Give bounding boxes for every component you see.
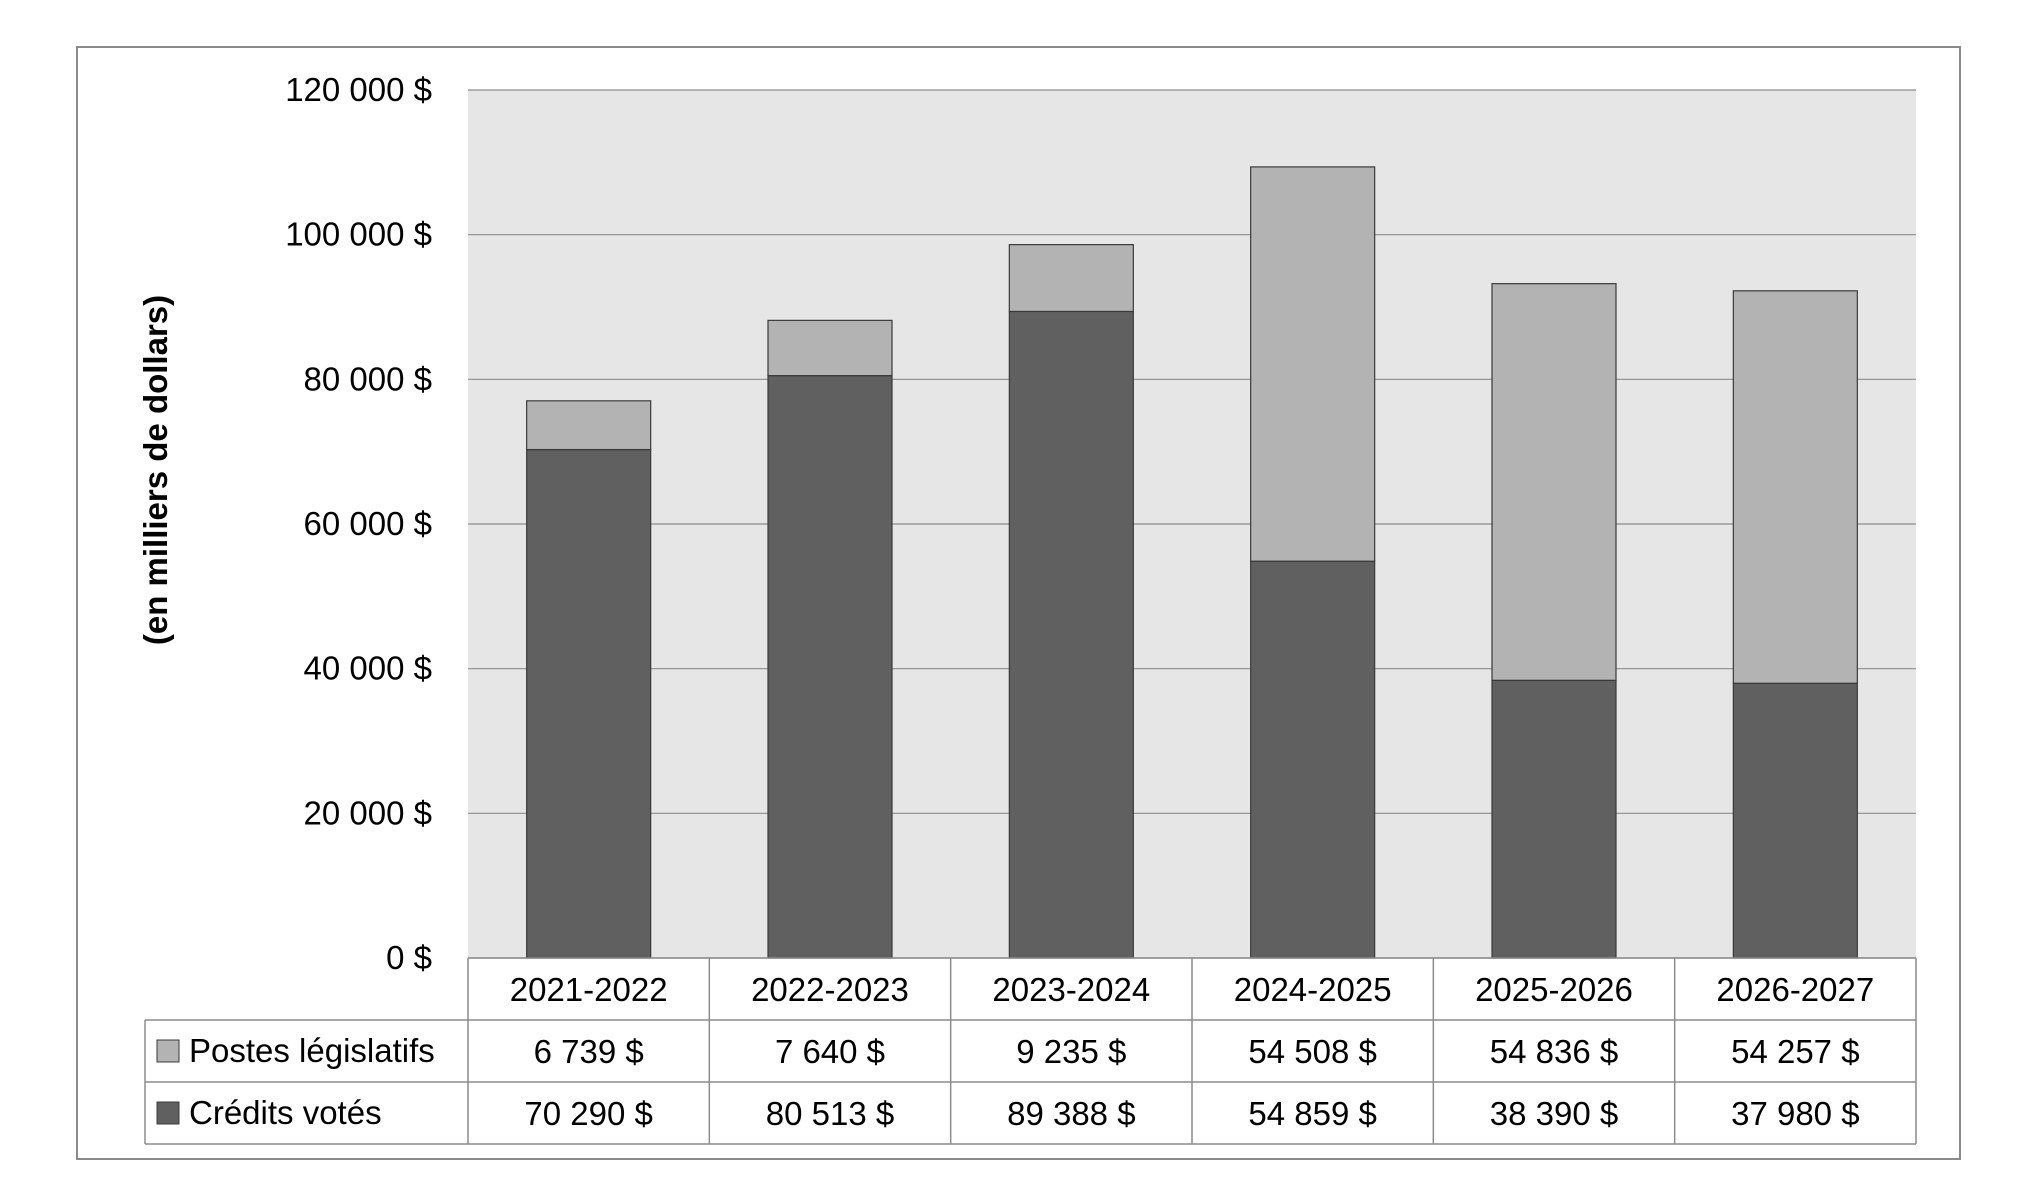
data-label: 89 388 $ [1007, 1095, 1135, 1132]
x-tick-label: 2026-2027 [1716, 971, 1874, 1008]
y-tick-label: 100 000 $ [285, 216, 432, 253]
y-tick-label: 60 000 $ [304, 505, 432, 542]
bar-credits-votes [1250, 560, 1376, 959]
bar-credits-votes [1008, 310, 1134, 959]
x-tick-label: 2021-2022 [510, 971, 668, 1008]
bar-postes-legislatifs [1250, 166, 1376, 562]
legend-label: Postes législatifs [189, 1032, 435, 1069]
bar-postes-legislatifs [1008, 244, 1134, 313]
bar-credits-votes [526, 448, 652, 959]
data-label: 54 257 $ [1731, 1033, 1859, 1070]
y-tick-label: 120 000 $ [285, 71, 432, 108]
data-label: 54 508 $ [1248, 1033, 1376, 1070]
y-tick-label: 0 $ [386, 939, 432, 976]
legend-swatch [156, 1101, 180, 1125]
bar-credits-votes [767, 375, 893, 959]
y-tick-label: 20 000 $ [304, 794, 432, 831]
data-label: 9 235 $ [1016, 1033, 1126, 1070]
legend-label: Crédits votés [189, 1094, 382, 1131]
data-label: 54 859 $ [1248, 1095, 1376, 1132]
y-axis-label: (en milliers de dollars) [137, 295, 174, 645]
bar-postes-legislatifs [526, 400, 652, 451]
legend-swatch [156, 1039, 180, 1063]
x-tick-label: 2025-2026 [1475, 971, 1633, 1008]
x-tick-label: 2023-2024 [992, 971, 1150, 1008]
data-label: 7 640 $ [775, 1033, 885, 1070]
bar-postes-legislatifs [1491, 283, 1617, 681]
data-label: 37 980 $ [1731, 1095, 1859, 1132]
x-tick-label: 2022-2023 [751, 971, 909, 1008]
x-tick-label: 2024-2025 [1234, 971, 1392, 1008]
data-label: 80 513 $ [766, 1095, 894, 1132]
data-label: 54 836 $ [1490, 1033, 1618, 1070]
data-label: 70 290 $ [524, 1095, 652, 1132]
bar-credits-votes [1491, 679, 1617, 959]
bar-credits-votes [1732, 682, 1858, 959]
data-label: 6 739 $ [534, 1033, 644, 1070]
data-label: 38 390 $ [1490, 1095, 1618, 1132]
bar-postes-legislatifs [767, 319, 893, 377]
y-tick-label: 80 000 $ [304, 360, 432, 397]
bar-postes-legislatifs [1732, 290, 1858, 684]
y-tick-label: 40 000 $ [304, 650, 432, 687]
